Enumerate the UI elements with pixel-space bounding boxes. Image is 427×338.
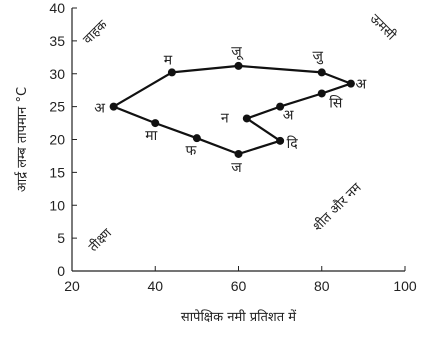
y-tick-label: 20: [49, 132, 65, 148]
data-point: [276, 136, 285, 145]
point-label: जु: [313, 48, 324, 64]
data-point: [317, 68, 326, 77]
point-label: अ: [356, 77, 367, 93]
point-label: न: [221, 110, 229, 126]
x-tick-label: 40: [147, 278, 163, 294]
x-tick-label: 80: [314, 278, 330, 294]
corner-label-bottom-left: तीक्ष्ण: [85, 225, 115, 255]
point-label: सि: [329, 94, 343, 111]
x-tick-label: 100: [393, 278, 417, 294]
data-point: [151, 119, 160, 128]
y-tick-label: 30: [49, 66, 65, 82]
y-tick-label: 15: [49, 164, 65, 180]
series-group: [109, 61, 355, 158]
data-point: [167, 68, 176, 77]
tick-group: 0 5 10 15 20 25 30 35 40 20 40 60 80 100: [49, 0, 416, 294]
data-point: [317, 89, 326, 98]
point-label: अ: [94, 101, 105, 117]
point-label: ज: [231, 160, 242, 176]
data-point: [276, 102, 285, 111]
y-tick-label: 35: [49, 33, 65, 49]
data-point: [192, 134, 201, 143]
point-label: अ: [283, 108, 294, 124]
data-point: [346, 79, 355, 88]
x-tick-label: 60: [231, 278, 247, 294]
data-point: [242, 114, 251, 123]
x-tick-label: 20: [64, 278, 80, 294]
x-axis-label: सापेक्षिक नमी प्रतिशत में: [181, 309, 296, 325]
corner-label-top-left: वाहक: [81, 17, 112, 48]
y-tick-label: 10: [49, 197, 65, 213]
data-point: [109, 102, 118, 111]
corner-label-top-right: ऊमसी: [367, 11, 400, 44]
y-tick-label: 25: [49, 99, 65, 115]
corner-label-bottom-right: शीत और नम: [310, 180, 365, 235]
point-label: म: [164, 52, 173, 68]
data-point: [234, 61, 243, 70]
data-point: [234, 149, 243, 158]
point-label: फ: [185, 143, 196, 159]
point-label: दि: [287, 135, 299, 152]
y-tick-label: 0: [57, 263, 65, 279]
point-label-group: ज फ मा अ म जू जु अ सि अ न दि: [94, 44, 366, 176]
y-tick-label: 40: [49, 0, 65, 16]
y-axis-label: आर्द्र लम्ब तापमान °C: [14, 87, 30, 192]
point-label: जू: [231, 44, 243, 60]
y-tick-label: 5: [57, 230, 65, 246]
point-label: मा: [145, 128, 157, 144]
